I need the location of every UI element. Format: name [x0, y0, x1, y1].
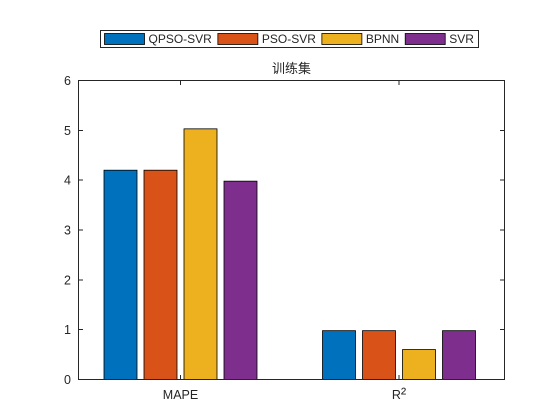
y-axis-tick-labels: 0 1 2 3 4 5 6	[64, 74, 71, 387]
legend-entry-pso-svr: PSO-SVR	[217, 32, 316, 46]
legend-entry-svr: SVR	[404, 32, 474, 46]
x-axis-tick-labels: MAPE R²	[163, 386, 407, 403]
plot-area	[78, 80, 505, 380]
chart-title: 训练集	[272, 61, 311, 77]
y-tick-label: 2	[64, 273, 71, 287]
bars	[103, 128, 476, 380]
y-tick-label: 6	[64, 74, 71, 88]
bar-svr-r2	[442, 330, 476, 380]
legend-label-svr: SVR	[449, 32, 474, 46]
legend-swatch-qpso-svr	[104, 33, 145, 45]
bar-qpso-svr-mape	[103, 169, 138, 380]
bar-bpnn-r2	[402, 349, 436, 380]
y-tick-label: 0	[64, 373, 71, 387]
bar-pso-svr-mape	[143, 169, 178, 380]
legend-label-pso-svr: PSO-SVR	[262, 32, 316, 46]
legend-swatch-bpnn	[321, 33, 363, 45]
legend-swatch-svr	[404, 33, 446, 45]
y-tick-label: 1	[64, 323, 71, 337]
x-tick-label-mape: MAPE	[163, 388, 198, 402]
legend-entry-bpnn: BPNN	[321, 32, 399, 46]
axes-box	[78, 80, 505, 380]
bar-qpso-svr-r2	[322, 330, 356, 380]
bar-bpnn-mape	[183, 128, 218, 380]
y-tick-label: 4	[64, 174, 71, 188]
y-tick-label: 3	[64, 224, 71, 238]
legend-box	[100, 30, 479, 48]
legend-entries: QPSO-SVR PSO-SVR BPNN SVR	[104, 32, 474, 46]
bar-pso-svr-r2	[362, 330, 396, 380]
bar-svr-mape	[223, 180, 258, 380]
legend-label-bpnn: BPNN	[366, 32, 399, 46]
y-tick-label: 5	[64, 124, 71, 138]
legend-entry-qpso-svr: QPSO-SVR	[104, 32, 213, 46]
superscript: ²	[401, 386, 407, 403]
x-tick-label-r2: R²	[392, 386, 407, 403]
legend: QPSO-SVR PSO-SVR BPNN SVR	[100, 30, 479, 48]
legend-swatch-pso-svr	[217, 33, 259, 45]
legend-label-qpso-svr: QPSO-SVR	[149, 32, 213, 46]
